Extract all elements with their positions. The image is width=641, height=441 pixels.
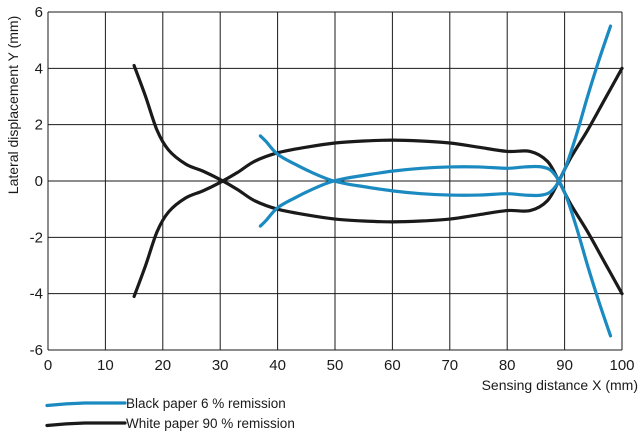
x-tick-label: 40 — [269, 357, 286, 374]
legend: Black paper 6 % remission White paper 90 … — [45, 396, 295, 431]
x-tick-label: 10 — [97, 357, 114, 374]
x-axis-label: Sensing distance X (mm) — [482, 377, 638, 393]
y-tick-label: -4 — [30, 286, 43, 303]
legend-label: Black paper 6 % remission — [126, 396, 286, 411]
x-tick-label: 100 — [609, 357, 634, 374]
x-tick-label: 90 — [556, 357, 573, 374]
legend-swatch — [45, 401, 127, 408]
series-lines — [132, 24, 624, 338]
y-tick-label: 0 — [35, 173, 43, 190]
y-tick-label: 2 — [35, 117, 43, 134]
x-tick-label: 80 — [499, 357, 516, 374]
x-tick-label: 70 — [441, 357, 458, 374]
y-axis-label: Lateral displacement Y (mm) — [5, 16, 21, 194]
y-tick-label: 4 — [35, 60, 43, 77]
y-tick-label: -2 — [30, 229, 43, 246]
legend-label: White paper 90 % remission — [126, 416, 295, 431]
tick-labels: 0 10 20 30 40 50 60 70 80 90 100 -6 -4 -2 0 2 4 6 — [30, 4, 635, 374]
series-line-black-paper-upper — [258, 24, 613, 198]
y-tick-label: -6 — [30, 342, 43, 359]
x-tick-label: 20 — [154, 357, 171, 374]
series-line-white-paper-lower — [132, 138, 624, 299]
x-tick-label: 30 — [212, 357, 229, 374]
series-line-black-paper-lower — [258, 164, 613, 338]
series-line-white-paper-upper — [132, 63, 624, 224]
legend-swatch — [45, 421, 127, 428]
x-tick-label: 0 — [44, 357, 52, 374]
x-tick-label: 60 — [384, 357, 401, 374]
x-tick-label: 50 — [327, 357, 344, 374]
y-tick-label: 6 — [35, 4, 43, 21]
